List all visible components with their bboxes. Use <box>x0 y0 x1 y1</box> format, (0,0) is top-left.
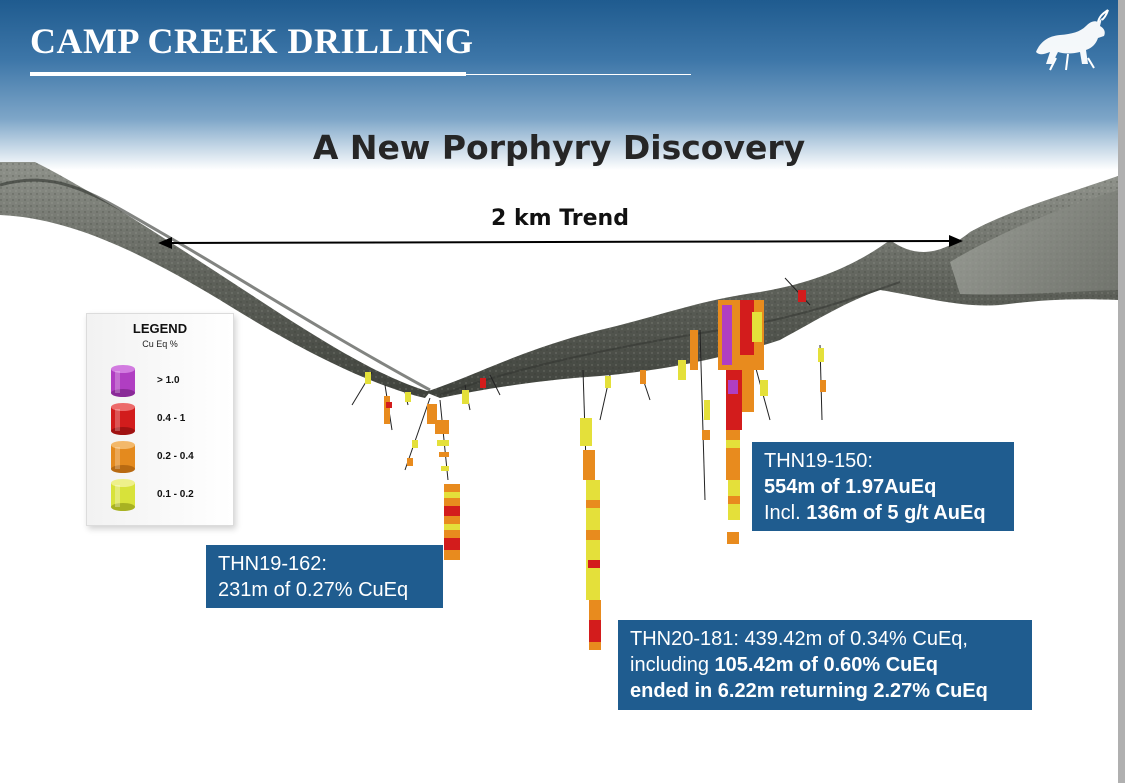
callout-highlight: 136m of 5 g/t AuEq <box>806 502 986 524</box>
legend-label: > 1.0 <box>157 375 180 386</box>
callout-thn19-150: THN19-150: 554m of 1.97AuEq Incl. 136m o… <box>752 442 1014 531</box>
callout-line: THN19-162: <box>218 553 327 575</box>
drill-hole-thn19-150 <box>718 300 764 544</box>
trend-arrow-right-head <box>949 235 963 247</box>
callout-line: including <box>630 654 715 676</box>
cylinder-icon <box>111 365 135 397</box>
legend-item: > 1.0 <box>109 364 229 400</box>
header-banner <box>0 0 1118 170</box>
cylinder-icon <box>111 479 135 511</box>
legend-item: 0.4 - 1 <box>109 402 229 438</box>
legend-label: 0.4 - 1 <box>157 413 186 424</box>
legend-label: 0.2 - 0.4 <box>157 451 194 462</box>
callout-highlight: ended in 6.22m returning 2.27% CuEq <box>630 680 988 702</box>
slide-title: CAMP CREEK DRILLING <box>30 21 474 61</box>
drill-hole-thn19-162 <box>444 484 460 560</box>
drill-hole-thn20-181 <box>580 369 601 651</box>
legend-item: 0.2 - 0.4 <box>109 440 229 476</box>
bull-logo-icon <box>1036 9 1109 71</box>
cylinder-icon <box>111 441 135 473</box>
slide-subtitle: A New Porphyry Discovery <box>312 128 806 167</box>
trend-label: 2 km Trend <box>491 206 629 231</box>
legend-title: LEGEND <box>132 321 188 336</box>
trend-arrow <box>169 240 951 244</box>
trend-arrow-left-head <box>158 237 172 249</box>
callout-thn19-162: THN19-162: 231m of 0.27% CuEq <box>206 545 443 608</box>
callout-thn20-181: THN20-181: 439.42m of 0.34% CuEq, includ… <box>618 620 1032 710</box>
callout-highlight: 554m of 1.97AuEq <box>764 476 937 498</box>
drill-holes-central-cluster <box>599 277 826 501</box>
callout-highlight: 105.42m of 0.60% CuEq <box>714 654 938 676</box>
title-underline <box>30 72 466 76</box>
callout-line: THN20-181: 439.42m of 0.34% CuEq, <box>630 628 968 650</box>
title-underline-thin <box>466 74 691 75</box>
legend-panel: LEGEND Cu Eq % > 1.0 0.4 - 1 0.2 - 0.4 <box>86 313 234 526</box>
cylinder-icon <box>111 403 135 435</box>
drill-holes-left-cluster <box>351 371 501 481</box>
callout-line: 231m of 0.27% CuEq <box>218 579 409 601</box>
slide-edge <box>1118 0 1125 783</box>
callout-line: THN19-150: <box>764 450 873 472</box>
legend-label: 0.1 - 0.2 <box>157 489 194 500</box>
legend-item: 0.1 - 0.2 <box>109 478 229 514</box>
legend-unit: Cu Eq % <box>142 339 178 349</box>
callout-line: Incl. <box>764 502 807 524</box>
